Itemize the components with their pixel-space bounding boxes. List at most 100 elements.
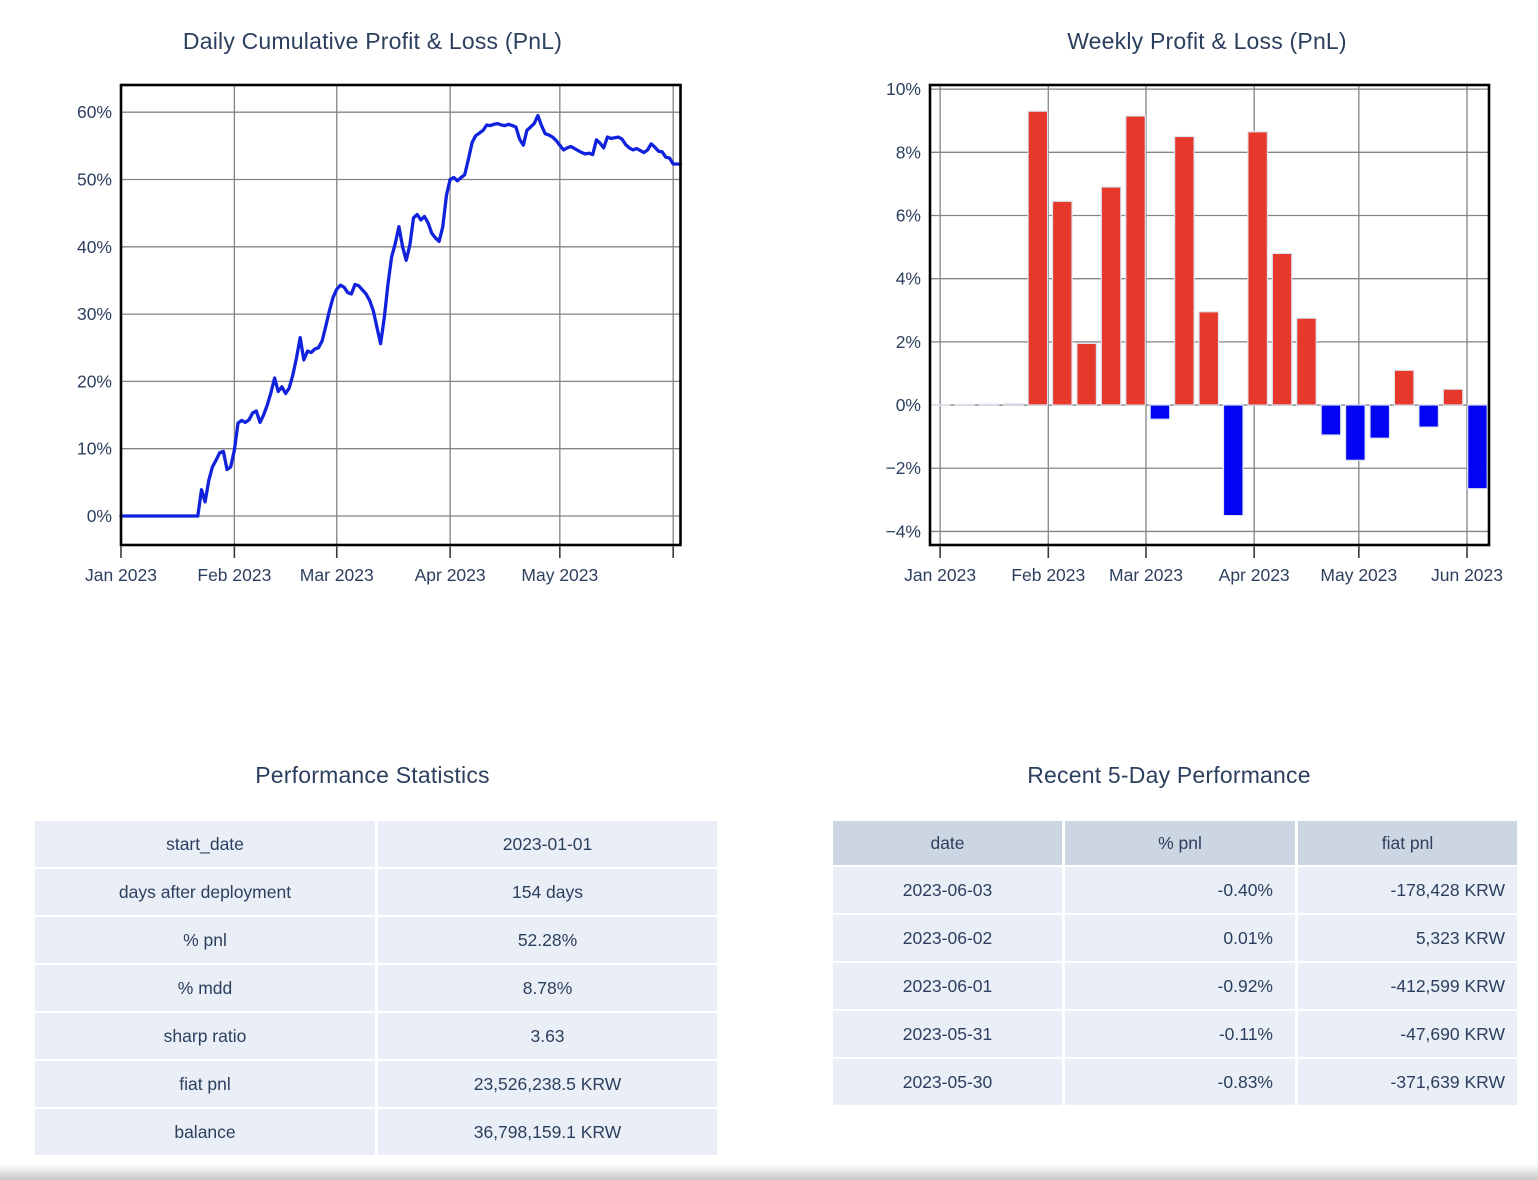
weekly-pnl-bar: [1100, 186, 1122, 406]
daily-pnl-x-tick-label: May 2023: [521, 565, 598, 585]
recent-table-title: Recent 5-Day Performance: [1027, 762, 1311, 788]
charts-canvas: 0% 10% 20% 30% 40% 50% 60% Jan 2023 Feb 2023 Mar …: [77, 79, 1503, 585]
daily-pnl-x-tick-label: Jan 2023: [85, 565, 157, 585]
performance-table-row: balance 36,798,159.1 KRW: [35, 1109, 717, 1155]
date-cell: 2023-06-01: [833, 963, 1062, 1009]
weekly-pnl-x-tick-label: Jun 2023: [1431, 565, 1503, 585]
metric-label: start_date: [35, 821, 375, 867]
weekly-pnl-bar: [978, 403, 1000, 406]
weekly-pnl-plot-area[interactable]: [930, 85, 1489, 545]
weekly-pnl-y-tick-label: 10%: [886, 79, 921, 99]
daily-pnl-y-tick-label: 50%: [77, 169, 112, 189]
daily-pnl-y-tick-label: 0%: [87, 506, 112, 526]
date-cell: 2023-05-31: [833, 1011, 1062, 1057]
weekly-pnl-bar: [1369, 404, 1391, 439]
daily-pnl-line: [119, 113, 683, 518]
recent-5-day-performance-table: date% pnl fiat pnl 2023-06-03 -0.40% -178,42…: [830, 819, 1520, 1107]
metric-value: 36,798,159.1 KRW: [378, 1109, 717, 1155]
daily-pnl-plot-area[interactable]: [121, 85, 681, 545]
date-cell: 2023-06-02: [833, 915, 1062, 961]
recent-table-row: 2023-06-02 0.01% 5,323 KRW: [833, 915, 1517, 961]
weekly-pnl-x-tick-label: Jan 2023: [904, 565, 976, 585]
weekly-pnl-y-tick-label: 0%: [896, 395, 921, 415]
weekly-pnl-bar: [1296, 317, 1317, 406]
weekly-pnl-bar: [1393, 369, 1415, 406]
fiat-pnl-cell: 5,323 KRW: [1298, 915, 1517, 961]
weekly-pnl-x-tick-label: Apr 2023: [1219, 565, 1290, 585]
metric-label: sharp ratio: [35, 1013, 375, 1059]
pct-pnl-cell: -0.40%: [1065, 867, 1295, 913]
daily-pnl-y-tick-label: 10%: [77, 439, 112, 459]
bottom-fade: [0, 1164, 1538, 1180]
metric-value: 52.28%: [378, 917, 717, 963]
weekly-pnl-bar: [1051, 200, 1073, 406]
weekly-pnl-bar: [1198, 311, 1220, 406]
metric-label: days after deployment: [35, 869, 375, 915]
metric-value: 23,526,238.5 KRW: [378, 1061, 717, 1107]
weekly-pnl-bar: [1076, 342, 1098, 406]
performance-table-row: sharp ratio 3.63: [35, 1013, 717, 1059]
metric-value: 8.78%: [378, 965, 717, 1011]
daily-pnl-x-tick-label: Mar 2023: [300, 565, 374, 585]
fiat-pnl-cell: -47,690 KRW: [1298, 1011, 1517, 1057]
metric-value: 3.63: [378, 1013, 717, 1059]
pct-pnl-cell: 0.01%: [1065, 915, 1295, 961]
recent-table-row: 2023-06-01 -0.92% -412,599 KRW: [833, 963, 1517, 1009]
daily-pnl-plot-border: [119, 83, 682, 547]
weekly-pnl-bar: [1344, 404, 1366, 461]
recent-table-row: 2023-05-31 -0.11% -47,690 KRW: [833, 1011, 1517, 1057]
recent-table-row: 2023-06-03 -0.40% -178,428 KRW: [833, 867, 1517, 913]
fiat-pnl-cell: -371,639 KRW: [1298, 1059, 1517, 1105]
daily-pnl-x-tick-label: Feb 2023: [197, 565, 271, 585]
weekly-pnl-bar: [1125, 115, 1146, 406]
metric-value: 154 days: [378, 869, 717, 915]
daily-pnl-y-tick-label: 40%: [77, 237, 112, 257]
recent-table-header: % pnl: [1065, 821, 1295, 865]
performance-table-row: % pnl 52.28%: [35, 917, 717, 963]
weekly-pnl-x-tick-label: May 2023: [1320, 565, 1397, 585]
weekly-pnl-y-tick-label: 8%: [896, 142, 921, 162]
weekly-pnl-bar: [1173, 135, 1195, 406]
performance-table-row: % mdd 8.78%: [35, 965, 717, 1011]
performance-table-row: days after deployment 154 days: [35, 869, 717, 915]
weekly-pnl-y-tick-label: 6%: [896, 205, 921, 225]
weekly-pnl-bar: [1418, 404, 1440, 428]
weekly-pnl-bar: [954, 403, 975, 406]
weekly-pnl-y-tick-label: −4%: [885, 521, 921, 541]
daily-pnl-y-tick-label: 20%: [77, 371, 112, 391]
weekly-pnl-y-tick-label: 2%: [896, 332, 921, 352]
weekly-pnl-y-tick-label: 4%: [896, 269, 921, 289]
date-cell: 2023-05-30: [833, 1059, 1062, 1105]
weekly-pnl-bar: [1320, 404, 1342, 436]
weekly-pnl-x-tick-label: Mar 2023: [1109, 565, 1183, 585]
performance-table-row: start_date 2023-01-01: [35, 821, 717, 867]
daily-pnl-y-tick-label: 30%: [77, 304, 112, 324]
pct-pnl-cell: -0.83%: [1065, 1059, 1295, 1105]
performance-table-title: Performance Statistics: [255, 762, 490, 788]
recent-table-row: 2023-05-30 -0.83% -371,639 KRW: [833, 1059, 1517, 1105]
weekly-pnl-bar: [1247, 131, 1269, 406]
weekly-pnl-plot-border: [928, 83, 1491, 547]
recent-table-header: fiat pnl: [1298, 821, 1517, 865]
daily-chart-title: Daily Cumulative Profit & Loss (PnL): [182, 28, 563, 54]
pct-pnl-cell: -0.11%: [1065, 1011, 1295, 1057]
metric-value: 2023-01-01: [378, 821, 717, 867]
performance-table-row: fiat pnl 23,526,238.5 KRW: [35, 1061, 717, 1107]
weekly-pnl-bar: [1027, 110, 1049, 406]
daily-pnl-x-tick-label: Apr 2023: [415, 565, 486, 585]
weekly-chart-title: Weekly Profit & Loss (PnL): [1067, 28, 1347, 54]
weekly-pnl-bar: [1222, 404, 1244, 517]
weekly-pnl-y-tick-label: −2%: [885, 458, 921, 478]
metric-label: fiat pnl: [35, 1061, 375, 1107]
fiat-pnl-cell: -412,599 KRW: [1298, 963, 1517, 1009]
weekly-pnl-bar: [1002, 403, 1024, 406]
recent-table-header: date: [833, 821, 1062, 865]
metric-label: % mdd: [35, 965, 375, 1011]
performance-statistics-table: start_date 2023-01-01 days after deploymen…: [32, 819, 720, 1157]
date-cell: 2023-06-03: [833, 867, 1062, 913]
metric-label: % pnl: [35, 917, 375, 963]
weekly-pnl-bar: [1467, 404, 1488, 490]
weekly-pnl-x-tick-label: Feb 2023: [1011, 565, 1085, 585]
pct-pnl-cell: -0.92%: [1065, 963, 1295, 1009]
metric-label: balance: [35, 1109, 375, 1155]
